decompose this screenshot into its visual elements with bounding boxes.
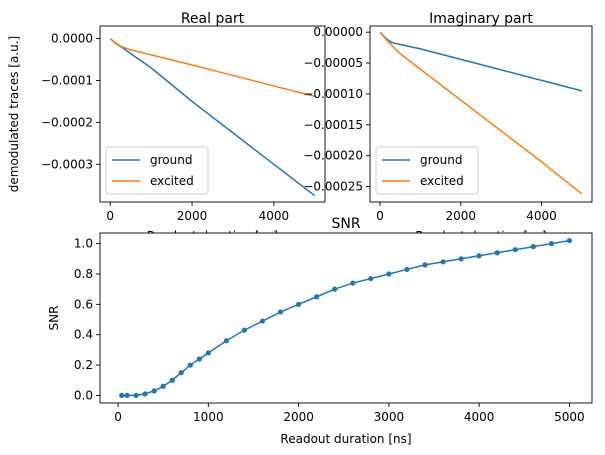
panel-2: 0 2000 4000 0.00000 −0.00005 −0.00010 −0.00015… [303, 11, 593, 243]
data-point [187, 362, 193, 368]
y-tick-label: 0.00000 [313, 25, 363, 39]
data-point [494, 250, 500, 256]
legend-label-ground: ground [150, 153, 192, 167]
y-tick-label: 1.0 [74, 237, 93, 251]
panel-1: 0 2000 4000 0.0000 −0.0001 −0.0002 −0.0003 Real… [7, 11, 326, 243]
data-point [205, 350, 211, 356]
x-tick-label: 2000 [283, 410, 314, 424]
legend-label-ground: ground [420, 153, 462, 167]
data-point [512, 247, 518, 253]
data-point [124, 392, 130, 399]
data-point [350, 280, 356, 286]
y-tick-label: 0.8 [74, 267, 93, 281]
axes-frame [369, 25, 593, 203]
data-point [440, 259, 446, 265]
data-point [133, 392, 139, 399]
panel-title: Real part [181, 11, 245, 27]
data-point [119, 392, 125, 399]
x-tick-label: 2000 [446, 209, 477, 223]
data-point [151, 388, 157, 394]
legend-label-excited: excited [150, 174, 194, 188]
axes-frame [99, 25, 326, 203]
data-point [223, 338, 229, 344]
panel-title: Imaginary part [429, 11, 533, 27]
y-tick-label: 0.6 [74, 297, 93, 311]
legend: ground excited [105, 146, 209, 195]
y-tick-label: −0.00005 [303, 56, 363, 70]
x-tick-label: 5000 [554, 410, 585, 424]
data-point [259, 318, 266, 324]
plot-area [100, 233, 592, 403]
data-point [332, 286, 338, 292]
series-line-excited [379, 31, 583, 195]
panel-title: SNR [331, 216, 360, 232]
y-axis-label: demodulated traces [a.u.] [7, 36, 21, 192]
y-tick-label: −0.0001 [41, 73, 93, 87]
legend: ground excited [375, 146, 479, 195]
y-tick-label: −0.0003 [41, 157, 93, 171]
axes-frame [99, 232, 593, 404]
data-point [169, 377, 175, 383]
x-tick-label: 0 [114, 410, 122, 424]
data-point [548, 241, 554, 247]
x-tick-label: 1000 [193, 410, 224, 424]
legend-label-excited: excited [420, 174, 464, 188]
x-tick-label: 2000 [177, 209, 208, 223]
data-point [277, 309, 284, 315]
y-tick-label: −0.00020 [303, 149, 363, 163]
x-tick-label: 4000 [526, 209, 557, 223]
x-tick-label: 3000 [374, 410, 405, 424]
data-point [314, 294, 320, 300]
data-point [160, 383, 166, 389]
legend-box [105, 146, 209, 195]
data-point [386, 271, 392, 277]
y-axis-label: SNR [47, 306, 61, 331]
x-tick-label: 4000 [259, 209, 290, 223]
x-tick-label: 0 [106, 209, 114, 223]
legend-box [375, 146, 479, 195]
data-point [142, 391, 148, 397]
data-point [241, 327, 248, 333]
data-point [458, 256, 464, 262]
y-tick-label: −0.00010 [303, 87, 363, 101]
data-point [422, 262, 428, 268]
y-tick-label: 0.0000 [51, 32, 93, 46]
data-point [530, 244, 536, 250]
y-tick-label: 0.4 [74, 328, 93, 342]
data-point [368, 275, 374, 282]
data-point [404, 266, 410, 273]
data-point [196, 356, 202, 362]
x-tick-label: 4000 [464, 410, 495, 424]
y-tick-label: −0.00015 [303, 118, 363, 132]
panel-3: 0 1000 2000 3000 4000 5000 0.0 0.2 0.4 0.6 0.8 1.0 S… [47, 216, 593, 446]
data-point [476, 253, 482, 259]
data-point [296, 301, 302, 307]
data-point [178, 370, 184, 376]
x-axis-label: Readout duration [ns] [280, 432, 411, 446]
data-point [566, 237, 573, 244]
y-tick-label: 0.0 [74, 388, 93, 402]
y-tick-label: 0.2 [74, 358, 93, 372]
x-tick-label: 0 [376, 209, 384, 223]
series-line-excited [109, 37, 315, 98]
y-tick-label: −0.0002 [41, 115, 93, 129]
y-tick-label: −0.00025 [303, 180, 363, 194]
